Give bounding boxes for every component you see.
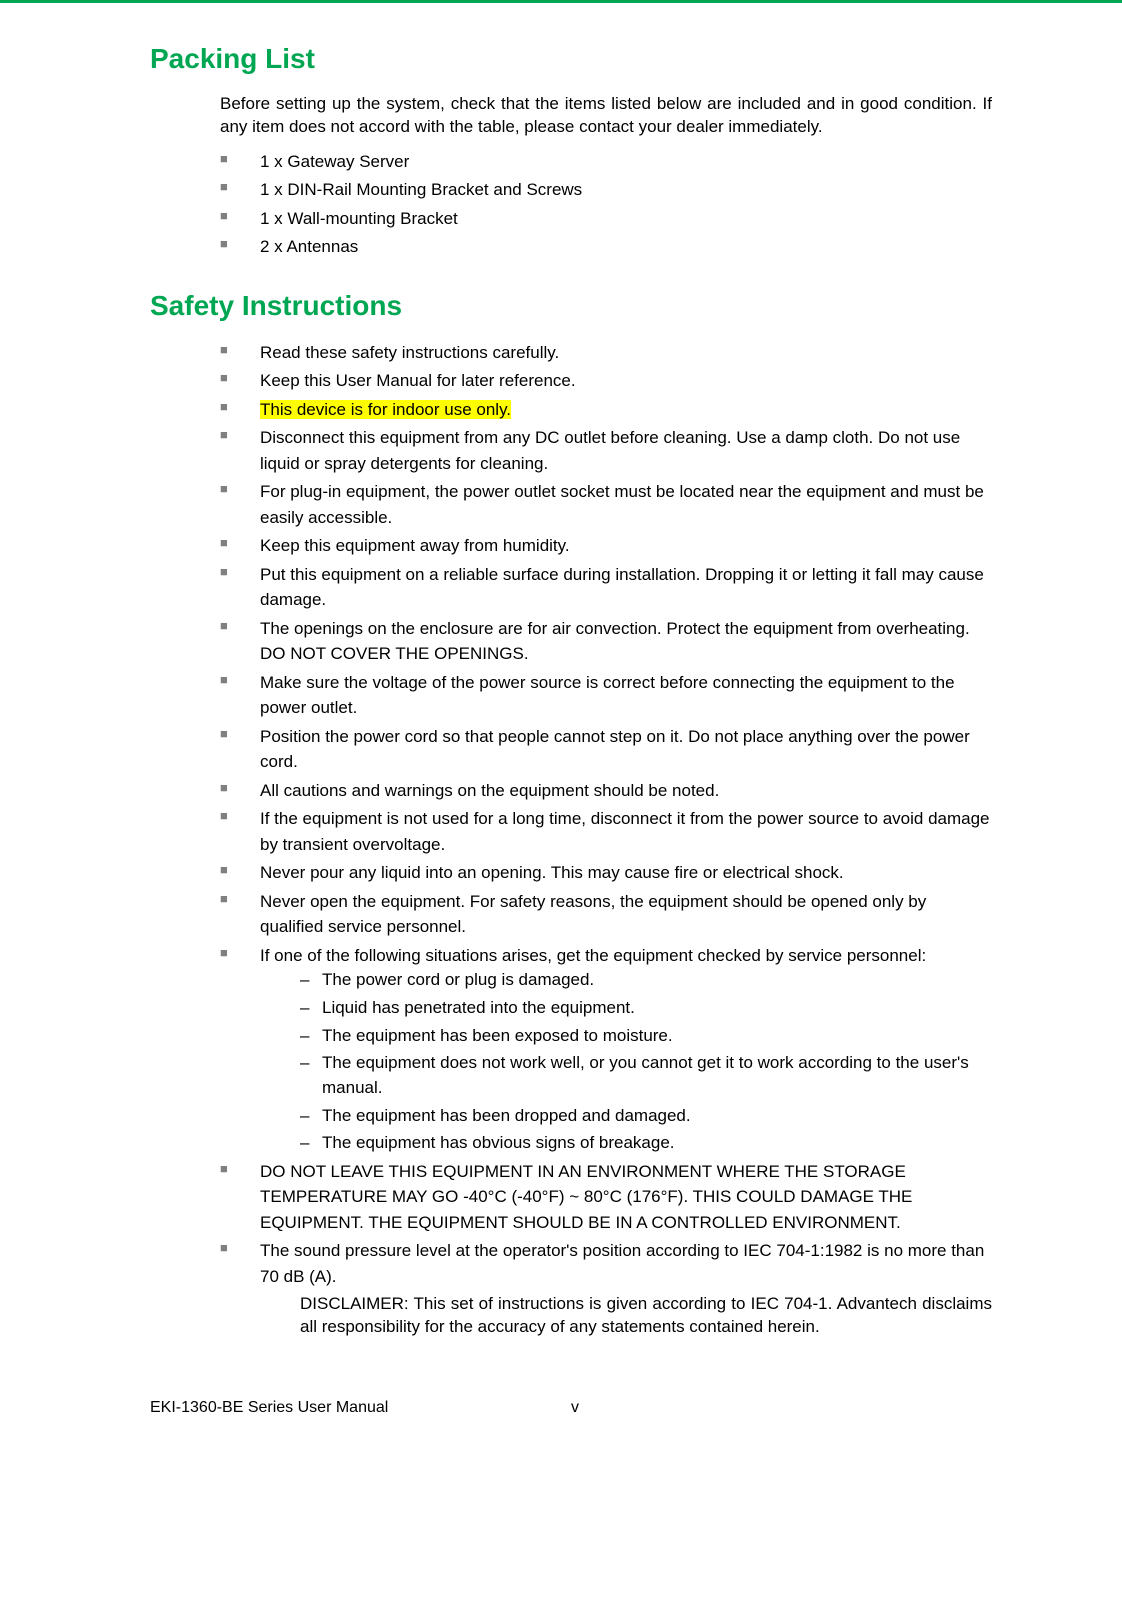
safety-instructions-heading: Safety Instructions	[150, 290, 992, 322]
packing-item: 1 x DIN-Rail Mounting Bracket and Screws	[220, 177, 992, 203]
safety-sub-item: The equipment has obvious signs of break…	[300, 1131, 992, 1156]
safety-sub-item: The power cord or plug is damaged.	[300, 968, 992, 993]
packing-list: 1 x Gateway Server 1 x DIN-Rail Mounting…	[220, 149, 992, 260]
packing-item: 2 x Antennas	[220, 234, 992, 260]
safety-item-text: If one of the following situations arise…	[260, 946, 926, 965]
footer-manual-title: EKI-1360-BE Series User Manual	[150, 1399, 571, 1417]
safety-sub-item: Liquid has penetrated into the equipment…	[300, 996, 992, 1021]
safety-item: The openings on the enclosure are for ai…	[220, 616, 992, 667]
page-content: Packing List Before setting up the syste…	[0, 3, 1122, 1339]
safety-item: For plug-in equipment, the power outlet …	[220, 479, 992, 530]
safety-sub-item: The equipment does not work well, or you…	[300, 1051, 992, 1100]
safety-item: Never pour any liquid into an opening. T…	[220, 860, 992, 886]
packing-intro: Before setting up the system, check that…	[220, 93, 992, 139]
safety-list: Read these safety instructions carefully…	[220, 340, 992, 1339]
highlighted-text: This device is for indoor use only.	[260, 400, 511, 419]
safety-item: Put this equipment on a reliable surface…	[220, 562, 992, 613]
safety-item: DO NOT LEAVE THIS EQUIPMENT IN AN ENVIRO…	[220, 1159, 992, 1236]
packing-item: 1 x Gateway Server	[220, 149, 992, 175]
safety-item: Keep this User Manual for later referenc…	[220, 368, 992, 394]
safety-sub-list: The power cord or plug is damaged. Liqui…	[300, 968, 992, 1155]
safety-item: If the equipment is not used for a long …	[220, 806, 992, 857]
safety-item: Make sure the voltage of the power sourc…	[220, 670, 992, 721]
safety-sub-item: The equipment has been exposed to moistu…	[300, 1024, 992, 1049]
safety-item: The sound pressure level at the operator…	[220, 1238, 992, 1339]
footer-page-number: v	[571, 1399, 992, 1417]
packing-list-heading: Packing List	[150, 43, 992, 75]
safety-sub-item: The equipment has been dropped and damag…	[300, 1104, 992, 1129]
packing-item: 1 x Wall-mounting Bracket	[220, 206, 992, 232]
safety-item: Disconnect this equipment from any DC ou…	[220, 425, 992, 476]
safety-item: All cautions and warnings on the equipme…	[220, 778, 992, 804]
safety-item: Position the power cord so that people c…	[220, 724, 992, 775]
safety-item: This device is for indoor use only.	[220, 397, 992, 423]
safety-item-text: The sound pressure level at the operator…	[260, 1241, 984, 1286]
safety-item: Read these safety instructions carefully…	[220, 340, 992, 366]
safety-item: Never open the equipment. For safety rea…	[220, 889, 992, 940]
safety-item: Keep this equipment away from humidity.	[220, 533, 992, 559]
safety-item: If one of the following situations arise…	[220, 943, 992, 1156]
disclaimer-text: DISCLAIMER: This set of instructions is …	[300, 1293, 992, 1339]
page-footer: EKI-1360-BE Series User Manual v	[0, 1369, 1122, 1437]
